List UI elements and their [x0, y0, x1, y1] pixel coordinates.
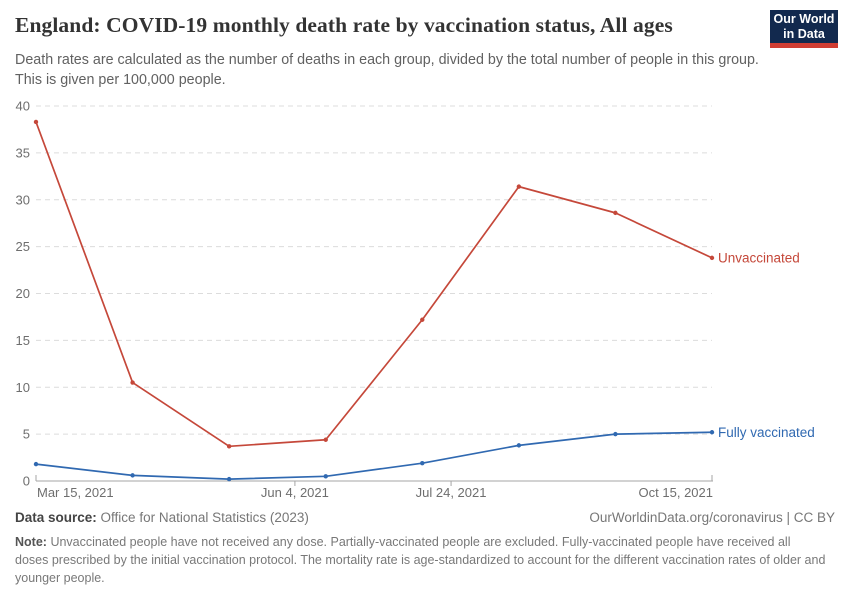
data-point-unvaccinated	[226, 444, 232, 449]
y-tick-label: 5	[23, 427, 30, 442]
credit-line: OurWorldinData.org/coronavirus | CC BY	[589, 510, 835, 525]
data-point-unvaccinated	[709, 255, 715, 261]
data-point-fully-vaccinated	[130, 473, 135, 478]
chart-subtitle: Death rates are calculated as the number…	[15, 52, 759, 89]
owid-logo-line1: Our World	[773, 11, 835, 26]
line-fully-vaccinated	[35, 431, 713, 480]
data-point-unvaccinated	[33, 119, 39, 125]
owid-logo-line2: in Data	[783, 26, 825, 41]
page-title: England: COVID-19 monthly death rate by …	[15, 13, 673, 37]
y-tick-label: 0	[23, 474, 30, 489]
y-tick-label: 10	[16, 380, 30, 395]
data-point-fully-vaccinated	[226, 476, 232, 482]
data-point-fully-vaccinated	[709, 430, 715, 435]
data-point-fully-vaccinated	[33, 461, 39, 467]
y-tick-label: 30	[16, 192, 30, 207]
data-source-text: Office for National Statistics (2023)	[100, 510, 309, 525]
data-point-fully-vaccinated	[613, 431, 618, 437]
footer-source-row: Data source: Office for National Statist…	[15, 510, 835, 525]
x-tick-label: Jun 4, 2021	[261, 485, 329, 500]
data-point-unvaccinated	[420, 317, 425, 322]
footer-note: Note: Unvaccinated people have not recei…	[15, 533, 827, 587]
y-tick-label: 35	[16, 145, 30, 160]
line-unvaccinated	[35, 121, 713, 448]
y-tick-label: 40	[16, 99, 30, 114]
note-text: Unvaccinated people have not received an…	[15, 535, 826, 585]
y-tick-label: 15	[16, 333, 30, 348]
data-point-fully-vaccinated	[516, 443, 522, 448]
data-point-fully-vaccinated	[323, 474, 328, 479]
owid-logo: Our World in Data	[770, 10, 838, 48]
note-label: Note:	[15, 535, 47, 549]
data-source: Data source: Office for National Statist…	[15, 510, 309, 525]
data-point-unvaccinated	[613, 210, 618, 216]
y-tick-label: 20	[16, 286, 30, 301]
series-label-unvaccinated: Unvaccinated	[718, 250, 800, 265]
data-point-unvaccinated	[323, 437, 328, 442]
x-tick-label: Jul 24, 2021	[416, 485, 487, 500]
chart-canvas: 0 5 10 15 20 25 30 35 40 Mar 15, 2021 Jun 4, 2021 J…	[16, 99, 815, 501]
y-tick-label: 25	[16, 239, 30, 254]
data-point-unvaccinated	[130, 380, 135, 385]
x-tick-label: Mar 15, 2021	[37, 485, 114, 500]
series-label-fully-vaccinated: Fully vaccinated	[718, 425, 815, 440]
data-point-fully-vaccinated	[420, 460, 425, 466]
data-point-unvaccinated	[516, 184, 522, 189]
data-source-label: Data source:	[15, 510, 97, 525]
x-tick-label: Oct 15, 2021	[639, 485, 713, 500]
